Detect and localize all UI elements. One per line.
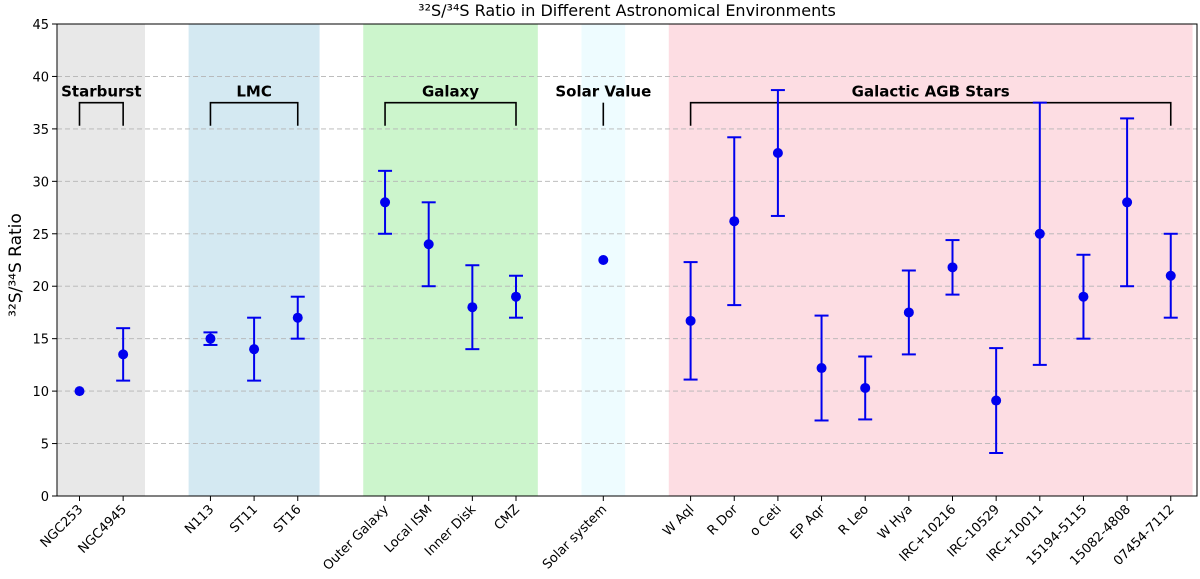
- group-label-galactic-agb-stars: Galactic AGB Stars: [852, 83, 1010, 101]
- x-tick-label: R Leo: [836, 502, 872, 538]
- chart-title: ³²S/³⁴S Ratio in Different Astronomical …: [418, 1, 836, 20]
- x-tick-label: N113: [182, 502, 217, 537]
- y-tick-label: 45: [32, 18, 49, 33]
- group-brackets: Starburst LMC Galaxy Solar Value Galactic AG…: [61, 83, 1172, 126]
- data-point-irc-10011: [1034, 228, 1045, 239]
- data-point-w-hya: [903, 307, 914, 318]
- data-point-irc-10216: [947, 262, 958, 273]
- bracket-galactic-agb-stars: [689, 101, 1172, 126]
- data-point-st16: [292, 312, 303, 323]
- x-tick-label: EP Aqr: [788, 502, 829, 543]
- data-point-07454-7112: [1165, 270, 1176, 281]
- y-tick-label: 15: [32, 333, 49, 348]
- bracket-lmc: [209, 101, 299, 126]
- axes: [52, 23, 1198, 501]
- x-tick-label: W Aql: [660, 502, 697, 539]
- x-tick-label: ST16: [271, 502, 305, 536]
- x-tick-label: o Ceti: [747, 502, 784, 539]
- x-tick-label: Outer Galaxy: [320, 502, 392, 574]
- data-point-r-leo: [860, 382, 871, 393]
- data-point-inner-disk: [467, 302, 478, 313]
- group-label-solar-value: Solar Value: [555, 83, 651, 101]
- data-point-r-dor: [729, 216, 740, 227]
- group-label-starburst: Starburst: [61, 83, 141, 101]
- group-label-galaxy: Galaxy: [422, 83, 479, 101]
- x-tick-label: ST11: [227, 502, 261, 536]
- y-tick-label: 35: [32, 123, 49, 138]
- y-axis-label: ³²S/³⁴S Ratio: [6, 213, 26, 317]
- x-tick-label: Solar system: [540, 502, 610, 572]
- data-point-cmz: [511, 291, 521, 302]
- data-point-irc-10529: [991, 395, 1002, 406]
- group-label-lmc: LMC: [236, 83, 272, 101]
- y-tick-label: 40: [32, 70, 49, 85]
- y-tick-label: 5: [41, 438, 49, 453]
- data-point-st11: [249, 344, 260, 355]
- data-points: [74, 89, 1178, 454]
- x-tick-label: CMZ: [492, 502, 523, 533]
- data-point-ep-aqr: [816, 363, 827, 374]
- y-tick-label: 10: [32, 385, 49, 400]
- y-tick-label: 0: [41, 490, 49, 505]
- data-point-15082-4808: [1122, 197, 1133, 208]
- data-point-ngc253: [74, 386, 85, 397]
- x-tick-label: W Hya: [875, 502, 916, 543]
- plot-frame: [56, 23, 1198, 497]
- bracket-starburst: [78, 101, 124, 126]
- data-point-n113: [205, 333, 216, 344]
- bracket-galaxy: [384, 101, 517, 126]
- data-point-w-aql: [685, 315, 696, 326]
- data-point-15194-5115: [1078, 291, 1089, 302]
- y-tick-label: 30: [32, 175, 49, 190]
- y-tick-label: 20: [32, 280, 49, 295]
- data-point-ngc4945: [118, 349, 129, 360]
- y-tick-label: 25: [32, 228, 49, 243]
- data-point-solar-system: [598, 255, 609, 265]
- x-tick-label: R Dor: [705, 502, 742, 539]
- data-point-outer-galaxy: [380, 197, 391, 208]
- data-point-local-ism: [423, 239, 434, 250]
- data-point-o-ceti: [772, 148, 783, 159]
